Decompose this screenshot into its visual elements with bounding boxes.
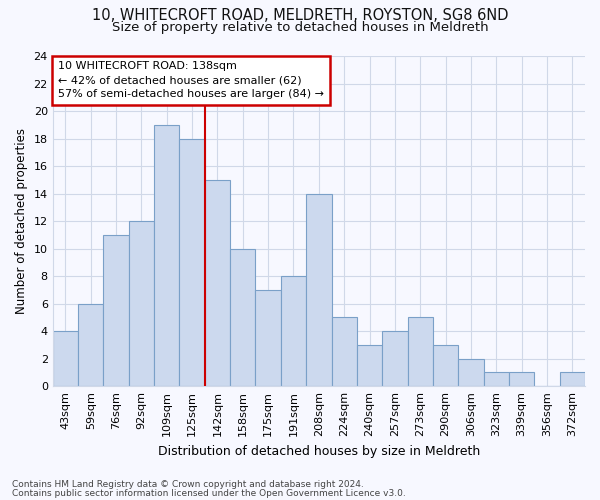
Bar (129, 222, 154, 386)
Bar (332, 318, 357, 386)
Bar (560, 372, 585, 386)
Bar (179, 139, 205, 386)
Bar (407, 318, 433, 386)
Bar (205, 180, 230, 386)
Bar (433, 345, 458, 386)
Bar (230, 249, 256, 386)
Text: 10 WHITECROFT ROAD: 138sqm
← 42% of detached houses are smaller (62)
57% of semi: 10 WHITECROFT ROAD: 138sqm ← 42% of deta… (58, 62, 324, 100)
Bar (509, 372, 535, 386)
Bar (357, 345, 382, 386)
Bar (484, 372, 509, 386)
Bar (256, 290, 281, 386)
Bar (78, 304, 103, 386)
Text: Contains HM Land Registry data © Crown copyright and database right 2024.: Contains HM Land Registry data © Crown c… (12, 480, 364, 489)
Bar (154, 125, 179, 386)
X-axis label: Distribution of detached houses by size in Meldreth: Distribution of detached houses by size … (158, 444, 480, 458)
Bar (103, 235, 129, 386)
Y-axis label: Number of detached properties: Number of detached properties (15, 128, 28, 314)
Bar (53, 331, 78, 386)
Bar (458, 358, 484, 386)
Bar (306, 194, 332, 386)
Bar (382, 331, 407, 386)
Text: Size of property relative to detached houses in Meldreth: Size of property relative to detached ho… (112, 21, 488, 34)
Text: Contains public sector information licensed under the Open Government Licence v3: Contains public sector information licen… (12, 489, 406, 498)
Text: 10, WHITECROFT ROAD, MELDRETH, ROYSTON, SG8 6ND: 10, WHITECROFT ROAD, MELDRETH, ROYSTON, … (92, 8, 508, 22)
Bar (281, 276, 306, 386)
